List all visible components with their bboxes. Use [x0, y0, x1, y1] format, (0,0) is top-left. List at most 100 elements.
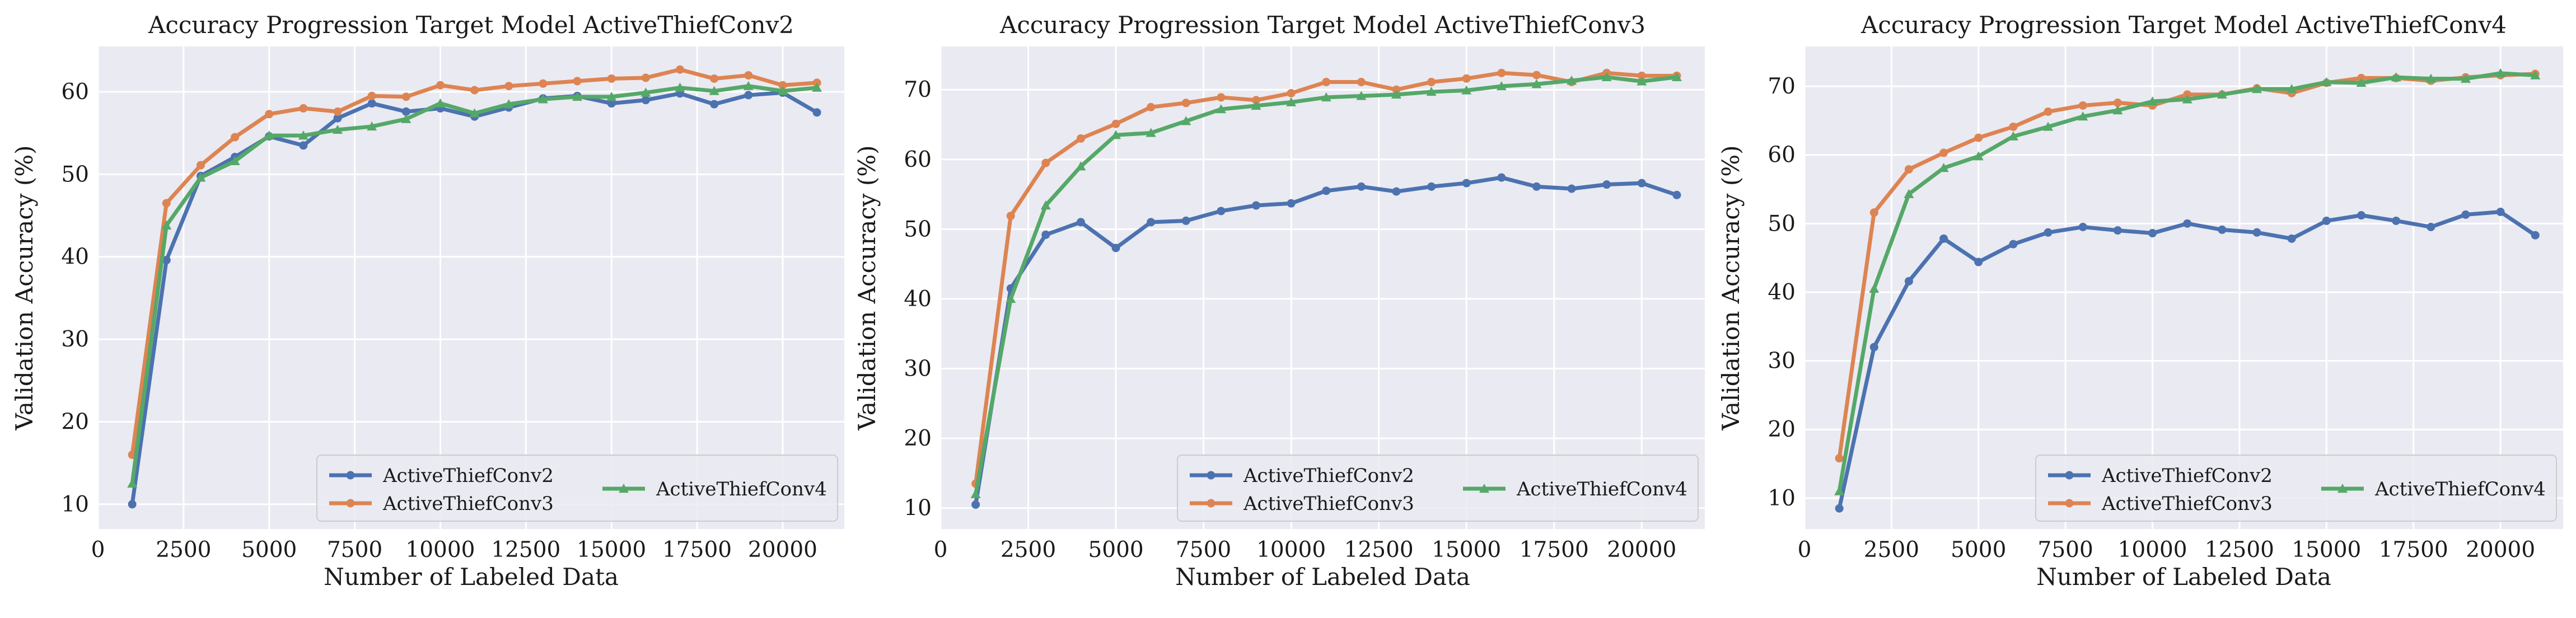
data-point [744, 91, 753, 100]
data-point [2461, 210, 2470, 219]
data-point [1637, 71, 1646, 80]
series-ActiveThiefConv3 [128, 65, 821, 459]
data-point [1181, 216, 1190, 225]
legend-item: ActiveThiefConv2 [2048, 465, 2273, 487]
data-point [265, 110, 274, 119]
data-point [1215, 104, 1226, 114]
plot-area [941, 46, 1705, 529]
data-point [1322, 186, 1331, 195]
data-point [2044, 228, 2053, 237]
data-point [1869, 283, 1880, 293]
legend-label: ActiveThiefConv3 [2101, 493, 2273, 515]
y-tick-label: 20 [61, 409, 89, 434]
legend-marker [346, 471, 355, 480]
y-tick-label: 10 [904, 496, 932, 521]
data-point [1637, 179, 1646, 188]
legend-label: ActiveThiefConv2 [1243, 465, 1414, 487]
data-point [2009, 122, 2018, 131]
data-point [1461, 85, 1472, 95]
data-point [1006, 212, 1015, 221]
data-point [367, 121, 377, 131]
chart-title: Accuracy Progression Target Model Active… [999, 11, 1645, 39]
y-tick-label: 50 [61, 162, 89, 187]
data-point [1938, 163, 1949, 172]
data-point [1834, 486, 1845, 495]
data-point [2217, 89, 2227, 99]
data-point [1287, 199, 1296, 208]
data-point [2391, 72, 2401, 82]
plot-area [98, 46, 844, 529]
data-point [2218, 225, 2227, 234]
y-tick-label: 60 [1768, 143, 1796, 168]
data-point [641, 96, 650, 105]
data-point [2356, 77, 2367, 87]
data-point [1939, 234, 1948, 243]
legend: ActiveThiefConv2 ActiveThiefConv3 ActiveTh… [316, 455, 838, 522]
data-point [1835, 504, 1844, 513]
data-point [1974, 133, 1983, 142]
data-point [1531, 79, 1542, 88]
x-tick-label: 2500 [156, 537, 211, 563]
data-point [1973, 151, 1984, 161]
data-point [812, 82, 822, 92]
data-point [333, 114, 342, 123]
data-point [299, 141, 308, 150]
data-point [1532, 71, 1541, 79]
data-point [1111, 119, 1120, 128]
legend-item: ActiveThiefConv4 [602, 478, 827, 500]
data-point [2008, 131, 2018, 141]
legend-marker [2065, 499, 2074, 508]
x-tick-label: 7500 [327, 537, 382, 563]
data-point [2078, 111, 2088, 121]
data-point [470, 86, 479, 95]
data-point [1181, 99, 1190, 107]
data-point [2113, 99, 2122, 107]
data-point [1321, 92, 1331, 102]
data-point [573, 77, 582, 86]
data-point [1427, 78, 1436, 87]
data-point [1357, 78, 1366, 87]
data-point [401, 107, 410, 116]
data-point [2078, 101, 2087, 110]
y-tick-label: 70 [904, 77, 932, 102]
data-point [162, 199, 171, 208]
data-point [2252, 84, 2262, 93]
x-tick-label: 20000 [2466, 537, 2535, 563]
x-tick-label: 15000 [577, 537, 646, 563]
data-point [503, 99, 514, 109]
legend-marker [1207, 499, 1215, 508]
data-point [709, 86, 719, 95]
data-point [2425, 73, 2436, 83]
data-point [195, 172, 206, 182]
y-tick-label: 60 [904, 147, 932, 172]
legend-label: ActiveThiefConv3 [1243, 493, 1414, 515]
data-point [2495, 68, 2506, 78]
data-point [2252, 228, 2261, 237]
data-point [2427, 222, 2435, 231]
data-point [1939, 148, 1948, 157]
legend-item: ActiveThiefConv3 [329, 493, 554, 515]
x-tick-label: 17500 [1520, 537, 1589, 563]
data-point [2044, 107, 2053, 116]
data-point [1217, 93, 1226, 102]
data-point [2183, 219, 2192, 228]
data-point [231, 133, 240, 142]
data-point [333, 107, 342, 116]
data-point [1217, 207, 1226, 216]
data-point [504, 82, 513, 91]
data-point [333, 124, 343, 134]
data-point [1040, 200, 1051, 210]
x-tick-label: 10000 [405, 537, 475, 563]
chart-panel-1: 10 20 30 40 50 60 0 2500 5000 7500 10000 12500 15000… [11, 11, 844, 591]
data-point [1252, 96, 1261, 105]
legend-label: ActiveThiefConv4 [2374, 478, 2546, 500]
data-point [1601, 72, 1612, 82]
data-point [778, 81, 787, 90]
data-point [607, 99, 616, 108]
y-axis-label: Validation Accuracy (%) [1717, 145, 1745, 430]
data-point [401, 114, 412, 123]
data-point [1671, 72, 1682, 82]
data-point [1496, 81, 1507, 91]
data-point [1287, 88, 1296, 97]
